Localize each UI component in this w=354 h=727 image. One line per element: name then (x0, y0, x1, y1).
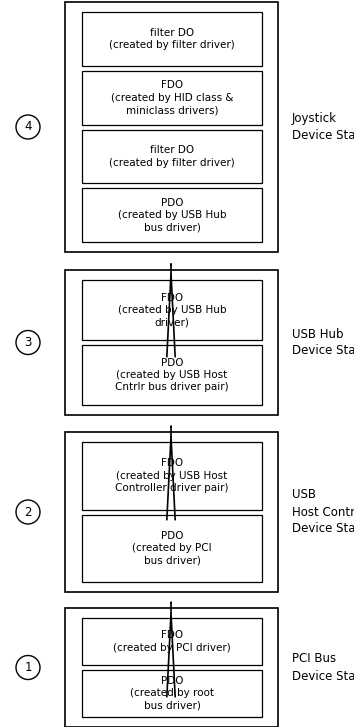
Text: USB
Host Controller
Device Stack: USB Host Controller Device Stack (292, 489, 354, 536)
Bar (82, 618, 262, 665)
Text: PDO
(created by USB Host
Cntrlr bus driver pair): PDO (created by USB Host Cntrlr bus driv… (115, 358, 229, 393)
Bar (82, 71, 262, 124)
FancyBboxPatch shape (65, 2, 278, 252)
Text: 2: 2 (24, 505, 32, 518)
Text: 1: 1 (24, 661, 32, 674)
Text: PDO
(created by USB Hub
bus driver): PDO (created by USB Hub bus driver) (118, 198, 226, 233)
FancyBboxPatch shape (65, 608, 278, 727)
FancyBboxPatch shape (65, 270, 278, 415)
Bar (82, 188, 262, 242)
Text: Joystick
Device Stack: Joystick Device Stack (292, 112, 354, 142)
Bar (82, 515, 262, 582)
Text: 3: 3 (24, 336, 32, 349)
Bar (82, 670, 262, 717)
Text: 4: 4 (24, 121, 32, 134)
Text: FDO
(created by PCI driver): FDO (created by PCI driver) (113, 630, 231, 653)
Text: PCI Bus
Device Stack: PCI Bus Device Stack (292, 653, 354, 683)
Bar (82, 345, 262, 405)
Text: FDO
(created by HID class &
miniclass drivers): FDO (created by HID class & miniclass dr… (111, 80, 233, 115)
FancyBboxPatch shape (65, 432, 278, 592)
Circle shape (16, 656, 40, 680)
Text: filter DO
(created by filter driver): filter DO (created by filter driver) (109, 28, 235, 50)
Bar (82, 12, 262, 65)
Bar (82, 442, 262, 510)
Circle shape (16, 115, 40, 139)
Text: FDO
(created by USB Hub
driver): FDO (created by USB Hub driver) (118, 292, 226, 327)
Bar (82, 129, 262, 183)
Text: filter DO
(created by filter driver): filter DO (created by filter driver) (109, 145, 235, 168)
Text: PDO
(created by root
bus driver): PDO (created by root bus driver) (130, 676, 214, 711)
Text: PDO
(created by PCI
bus driver): PDO (created by PCI bus driver) (132, 531, 212, 566)
Circle shape (16, 331, 40, 355)
Text: FDO
(created by USB Host
Controller driver pair): FDO (created by USB Host Controller driv… (115, 458, 229, 493)
Text: USB Hub
Device Stack: USB Hub Device Stack (292, 327, 354, 358)
Circle shape (16, 500, 40, 524)
Bar (82, 280, 262, 340)
